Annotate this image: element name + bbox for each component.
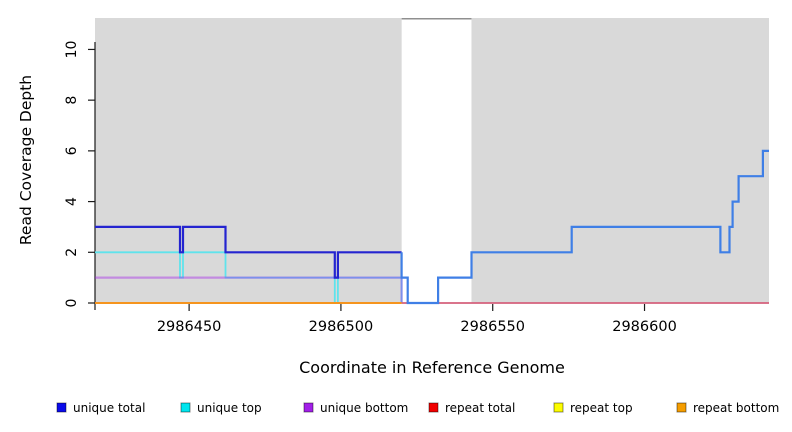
x-tick-label: 2986600 [612,319,677,335]
series-line-unique-total-right [400,149,769,305]
legend-swatch-unique-total [56,402,67,413]
y-tick-label: 4 [64,197,80,206]
y-tick-label: 10 [64,41,80,59]
legend-swatch-repeat-top [553,402,564,413]
plot-background-region [95,18,402,303]
y-tick-label: 2 [64,248,80,257]
legend-swatch-unique-top [180,402,191,413]
x-axis-label: Coordinate in Reference Genome [299,358,565,377]
y-tick-label: 8 [64,96,80,105]
legend-label-unique-total: unique total [73,401,145,415]
y-tick-label: 6 [64,146,80,155]
legend-label-repeat-bottom: repeat bottom [693,401,779,415]
x-tick-label: 2986500 [309,319,374,335]
legend-label-unique-bottom: unique bottom [320,401,408,415]
legend-swatch-unique-bottom [303,402,314,413]
y-tick-label: 0 [64,299,80,308]
legend-label-repeat-top: repeat top [570,401,633,415]
legend-label-unique-top: unique top [197,401,262,415]
legend-swatch-repeat-bottom [676,402,687,413]
legend-swatch-repeat-total [428,402,439,413]
y-axis-label: Read Coverage Depth [17,75,35,245]
plot-background-region [471,18,769,303]
legend-label-repeat-total: repeat total [445,401,515,415]
x-tick-label: 2986450 [157,319,222,335]
x-tick-label: 2986550 [460,319,525,335]
series-line-unique-total-left [95,225,402,279]
